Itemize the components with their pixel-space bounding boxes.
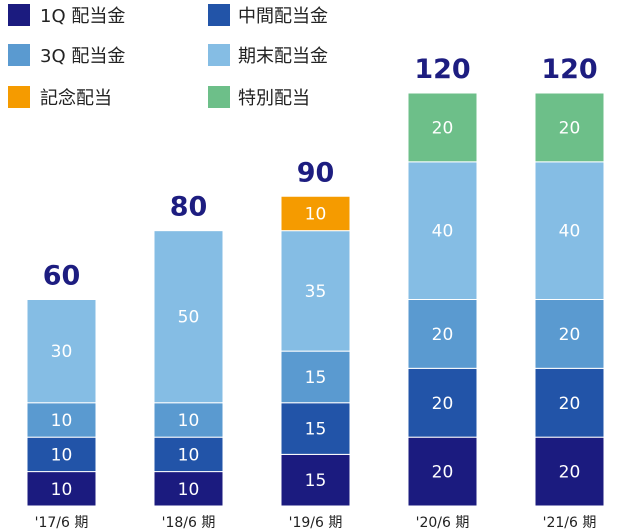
bar-segment	[153, 436, 224, 473]
segment-value-label: 10	[178, 411, 200, 431]
bar-segment	[26, 471, 97, 507]
bar-total-label: 90	[297, 157, 335, 188]
legend-label-year-end: 期末配当金	[238, 46, 328, 67]
segment-value-label: 15	[305, 471, 327, 491]
bar-segment	[280, 350, 351, 404]
x-tick-label: '19/6 期	[289, 515, 343, 531]
segment-value-label: 40	[432, 222, 454, 242]
bar-segment	[280, 195, 351, 232]
segment-value-label: 20	[559, 394, 581, 414]
bar-total-label: 120	[414, 54, 470, 85]
legend: 1Q 配当金 中間配当金 3Q 配当金 期末配当金 記念配当 特別配当	[8, 4, 328, 109]
legend-swatch-1q	[8, 4, 30, 26]
segment-value-label: 10	[51, 480, 73, 500]
bar-segment	[534, 299, 605, 369]
bar-segment	[153, 402, 224, 438]
segment-value-label: 30	[51, 342, 73, 362]
bar-segment	[534, 92, 605, 163]
segment-value-label: 20	[432, 118, 454, 138]
bar-segment	[280, 453, 351, 507]
segment-value-label: 20	[432, 463, 454, 483]
bar-segment	[26, 436, 97, 473]
bar-segment	[153, 230, 224, 404]
segment-value-label: 10	[51, 445, 73, 465]
legend-swatch-commemorative	[8, 86, 30, 108]
legend-swatch-year-end	[208, 44, 230, 66]
segment-value-label: 10	[178, 445, 200, 465]
legend-label-interim: 中間配当金	[238, 6, 328, 27]
segment-value-label: 15	[305, 420, 327, 440]
bar-total-label: 60	[43, 261, 81, 292]
bar-segment	[534, 436, 605, 507]
bar-segment	[280, 402, 351, 455]
segment-value-label: 50	[178, 308, 200, 328]
bar-segment	[280, 230, 351, 352]
x-tick-label: '17/6 期	[35, 515, 89, 531]
segment-value-label: 40	[559, 222, 581, 242]
segment-value-label: 10	[305, 204, 327, 224]
legend-label-special: 特別配当	[238, 88, 310, 109]
segment-value-label: 20	[559, 463, 581, 483]
bars-group: 10 10 10 30 60 '17/6 期 10 10 10 50 80 '18/6 期 15 15 15…	[26, 54, 605, 531]
legend-swatch-interim	[208, 4, 230, 26]
bar-segment	[407, 299, 478, 369]
bar-segment	[407, 161, 478, 300]
legend-swatch-special	[208, 86, 230, 108]
bar-segment	[153, 471, 224, 507]
segment-value-label: 10	[178, 480, 200, 500]
x-tick-label: '18/6 期	[162, 515, 216, 531]
bar-total-label: 80	[170, 192, 208, 223]
legend-swatch-3q	[8, 44, 30, 66]
x-tick-label: '20/6 期	[416, 515, 470, 531]
segment-value-label: 20	[432, 394, 454, 414]
segment-value-label: 20	[559, 118, 581, 138]
bar-segment	[407, 367, 478, 438]
segment-value-label: 35	[305, 282, 327, 302]
segment-value-label: 10	[51, 411, 73, 431]
bar-segment	[407, 92, 478, 163]
segment-value-label: 15	[305, 368, 327, 388]
legend-label-commemorative: 記念配当	[40, 87, 112, 109]
legend-label-3q: 3Q 配当金	[40, 46, 125, 67]
segment-value-label: 20	[432, 325, 454, 345]
bar-segment	[26, 299, 97, 404]
segment-value-label: 20	[559, 325, 581, 345]
legend-label-1q: 1Q 配当金	[40, 6, 125, 27]
bar-total-label: 120	[541, 54, 597, 85]
bar-segment	[534, 367, 605, 438]
x-tick-label: '21/6 期	[543, 515, 597, 531]
